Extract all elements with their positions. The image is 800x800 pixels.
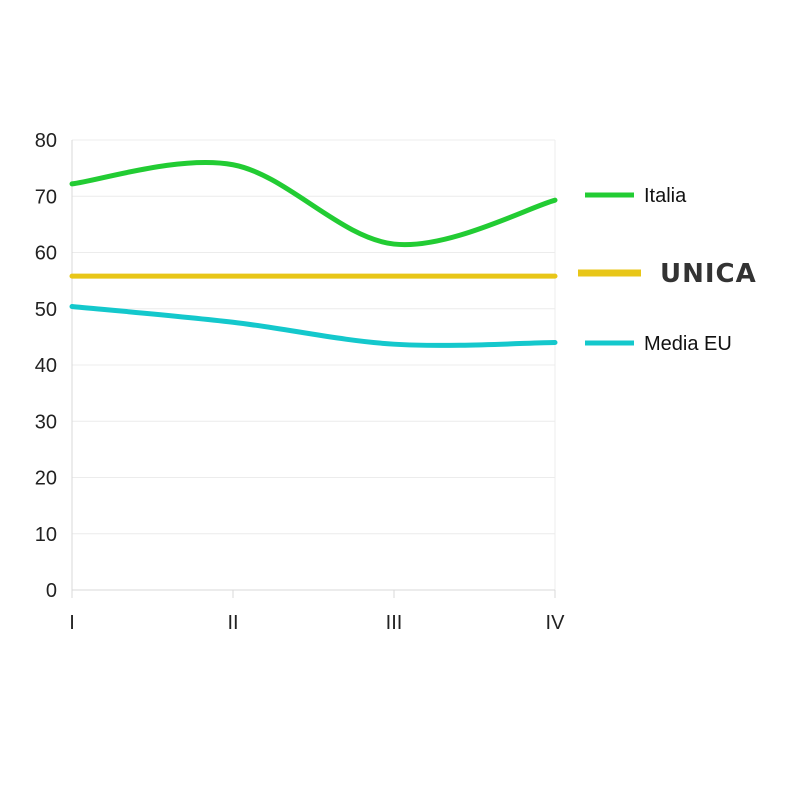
series-line-media-eu [69, 304, 558, 348]
x-tick-label: IV [546, 612, 566, 634]
y-tick-label: 0 [46, 580, 57, 602]
y-tick-label: 50 [35, 299, 57, 321]
legend-label: UNICA [660, 259, 757, 289]
y-axis-tick-labels: 0 10 20 30 40 50 60 70 80 [35, 130, 57, 602]
x-axis-tick-labels: I II III IV [69, 612, 565, 634]
legend-label: Italia [644, 185, 687, 207]
y-tick-label: 80 [35, 130, 57, 152]
chart-axes [71, 140, 556, 598]
chart-legend: Italia UNICA Media EU [578, 185, 757, 355]
y-tick-label: 30 [35, 411, 57, 433]
y-tick-label: 10 [35, 524, 57, 546]
x-tick-label: I [69, 612, 75, 634]
y-tick-label: 40 [35, 355, 57, 377]
legend-label: Media EU [644, 333, 732, 355]
y-tick-label: 60 [35, 243, 57, 265]
x-tick-label: III [386, 612, 403, 634]
y-tick-label: 70 [35, 186, 57, 208]
x-tick-label: II [227, 612, 238, 634]
chart-grid [72, 139, 556, 590]
series-line-italia [69, 159, 558, 248]
y-tick-label: 20 [35, 468, 57, 490]
chart-series [69, 159, 558, 348]
